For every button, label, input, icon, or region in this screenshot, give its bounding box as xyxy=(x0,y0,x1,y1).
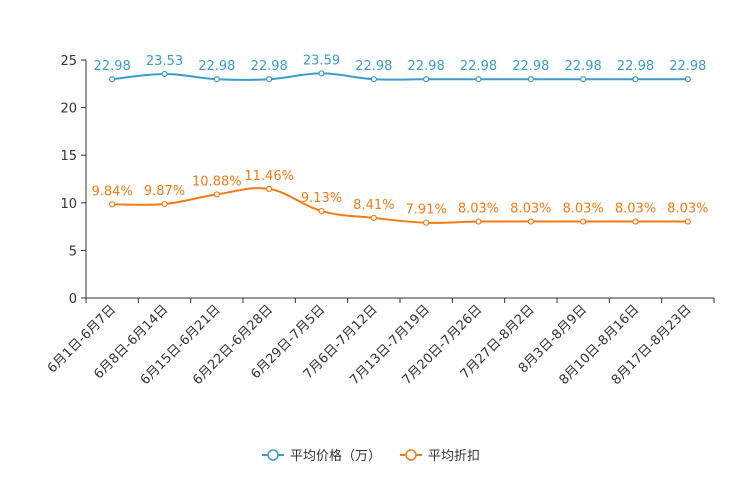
data-label: 22.98 xyxy=(198,59,235,74)
data-label: 9.13% xyxy=(301,191,342,206)
data-label: 8.03% xyxy=(510,202,551,217)
data-label: 22.98 xyxy=(460,59,497,74)
data-point[interactable] xyxy=(632,76,639,83)
y-tick-label: 15 xyxy=(60,149,77,164)
data-label: 9.87% xyxy=(144,184,185,199)
data-label: 8.41% xyxy=(353,198,394,213)
data-point[interactable] xyxy=(632,218,639,225)
legend-label: 平均折扣 xyxy=(428,449,480,464)
y-tick-label: 10 xyxy=(60,197,77,212)
data-point[interactable] xyxy=(161,200,168,208)
data-label: 11.46% xyxy=(244,169,294,184)
y-tick-label: 5 xyxy=(69,244,77,259)
data-label: 8.03% xyxy=(563,202,604,217)
y-tick-label: 20 xyxy=(60,102,77,117)
data-point[interactable] xyxy=(527,218,534,225)
data-label: 22.98 xyxy=(94,59,131,74)
data-label: 8.03% xyxy=(667,202,708,217)
data-point[interactable] xyxy=(161,70,168,78)
data-point[interactable] xyxy=(580,218,587,225)
data-point[interactable] xyxy=(318,207,325,215)
legend[interactable]: 平均价格（万） 平均折扣 xyxy=(262,448,480,464)
data-point[interactable] xyxy=(684,218,691,225)
data-point[interactable] xyxy=(684,76,691,83)
data-labels: 22.98 23.53 22.98 22.98 23.59 22.98 22.98 22.98… xyxy=(92,53,709,217)
y-tick-label: 0 xyxy=(69,292,77,307)
data-label: 23.53 xyxy=(146,54,183,69)
data-point[interactable] xyxy=(318,70,325,77)
y-tick-label: 25 xyxy=(60,54,77,69)
data-label: 10.88% xyxy=(192,174,242,189)
data-point[interactable] xyxy=(109,76,116,83)
data-label: 22.98 xyxy=(565,59,602,74)
legend-label: 平均价格（万） xyxy=(290,448,381,464)
data-label: 22.98 xyxy=(355,59,392,74)
data-label: 22.98 xyxy=(617,59,654,74)
data-point[interactable] xyxy=(475,218,482,225)
data-label: 22.98 xyxy=(408,59,445,74)
series-line-1 xyxy=(112,187,688,224)
data-label: 22.98 xyxy=(512,59,549,74)
data-label: 22.98 xyxy=(669,59,706,74)
data-label: 9.84% xyxy=(92,184,133,199)
data-point[interactable] xyxy=(475,76,482,83)
data-label: 22.98 xyxy=(251,59,288,74)
data-point[interactable] xyxy=(527,76,534,83)
series-lines xyxy=(109,70,691,226)
data-point[interactable] xyxy=(213,76,220,83)
data-label: 7.91% xyxy=(406,203,447,218)
data-point[interactable] xyxy=(266,76,273,83)
data-point[interactable] xyxy=(109,201,116,208)
data-point[interactable] xyxy=(423,76,430,83)
data-label: 8.03% xyxy=(458,202,499,217)
legend-item-1[interactable]: 平均折扣 xyxy=(400,449,480,464)
data-point[interactable] xyxy=(370,214,377,222)
data-point[interactable] xyxy=(266,185,273,193)
data-point[interactable] xyxy=(213,191,220,198)
data-point[interactable] xyxy=(423,219,430,226)
data-point[interactable] xyxy=(370,76,377,83)
legend-item-0[interactable]: 平均价格（万） xyxy=(262,448,381,464)
legend-marker-icon xyxy=(267,449,279,461)
data-label: 23.59 xyxy=(303,53,340,68)
data-point[interactable] xyxy=(580,76,587,83)
series-line-0 xyxy=(112,72,688,81)
data-label: 8.03% xyxy=(615,202,656,217)
legend-marker-icon xyxy=(405,449,417,461)
